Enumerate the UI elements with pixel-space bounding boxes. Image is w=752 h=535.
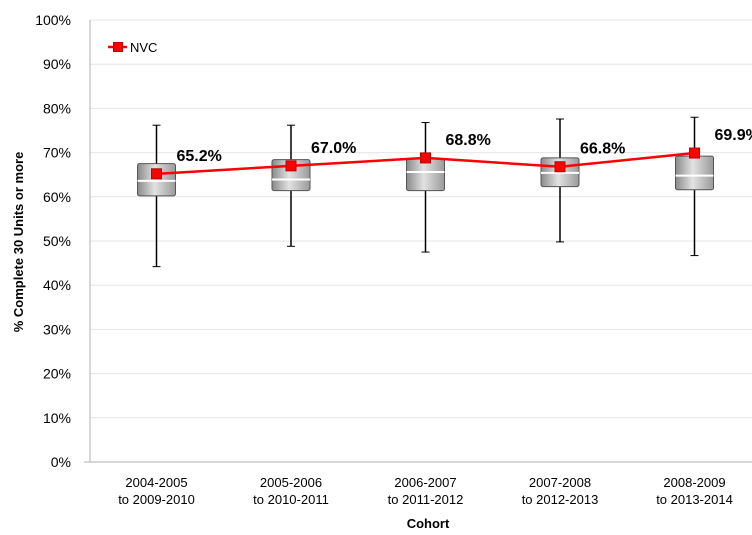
y-tick-label: 30% <box>43 321 71 337</box>
data-label: 67.0% <box>311 140 356 157</box>
data-point-nvc <box>420 152 431 164</box>
data-point-nvc <box>554 161 566 173</box>
axes: 0% 10% 20% 30% 40% 50% 60% 70% 80% 90% 100% 2004-20… <box>35 12 752 507</box>
gridlines <box>90 19 752 419</box>
y-tick-label: 50% <box>43 233 71 249</box>
y-tick-label: 0% <box>51 454 71 470</box>
y-tick-label: 90% <box>43 56 71 72</box>
box-iqr <box>137 163 176 197</box>
y-tick-label: 20% <box>43 366 71 382</box>
x-tick-label-line: to 2011-2012 <box>388 492 464 507</box>
x-tick-label-line: 2004-2005 <box>125 475 187 490</box>
data-label: 69.9% <box>715 127 752 144</box>
x-tick-label: 2007-2008 to 2012-2013 <box>522 475 599 507</box>
data-point-nvc <box>151 168 162 180</box>
x-tick-label-line: 2008-2009 <box>663 475 725 490</box>
box-plots <box>137 116 714 268</box>
x-tick-label: 2006-2007 to 2011-2012 <box>388 475 464 507</box>
x-tick-label-line: 2007-2008 <box>529 475 591 490</box>
x-tick-label-line: 2005-2006 <box>260 475 322 490</box>
x-tick-label-line: to 2010-2011 <box>253 492 329 507</box>
box-iqr <box>675 155 714 191</box>
data-labels: 65.2% 67.0% 68.8% 66.8% 69.9% <box>177 127 752 165</box>
y-tick-label: 80% <box>43 100 71 116</box>
y-tick-label: 100% <box>35 12 71 28</box>
data-label: 65.2% <box>177 148 222 165</box>
data-label: 66.8% <box>580 141 625 158</box>
legend: NVC <box>108 40 157 55</box>
nvc-series <box>151 147 700 180</box>
legend-label-nvc: NVC <box>130 40 157 55</box>
x-tick-label: 2008-2009 to 2013-2014 <box>656 475 733 507</box>
y-axis-title: % Complete 30 Units or more <box>11 152 26 333</box>
legend-marker-nvc <box>113 42 123 52</box>
x-tick-label-line: to 2012-2013 <box>522 492 599 507</box>
x-tick-label-line: to 2009-2010 <box>118 492 195 507</box>
x-tick-label-line: 2006-2007 <box>394 475 456 490</box>
y-tick-label: 40% <box>43 277 71 293</box>
y-tick-label: 60% <box>43 189 71 205</box>
x-tick-label-line: to 2013-2014 <box>656 492 733 507</box>
data-point-nvc <box>689 147 700 159</box>
x-tick-label: 2004-2005 to 2009-2010 <box>118 475 195 507</box>
data-point-nvc <box>285 160 297 172</box>
data-label: 68.8% <box>446 132 491 149</box>
box-iqr <box>406 158 445 192</box>
y-tick-label: 10% <box>43 410 71 426</box>
y-tick-label: 70% <box>43 145 71 161</box>
x-tick-label: 2005-2006 to 2010-2011 <box>253 475 329 507</box>
x-axis-title: Cohort <box>407 516 450 531</box>
